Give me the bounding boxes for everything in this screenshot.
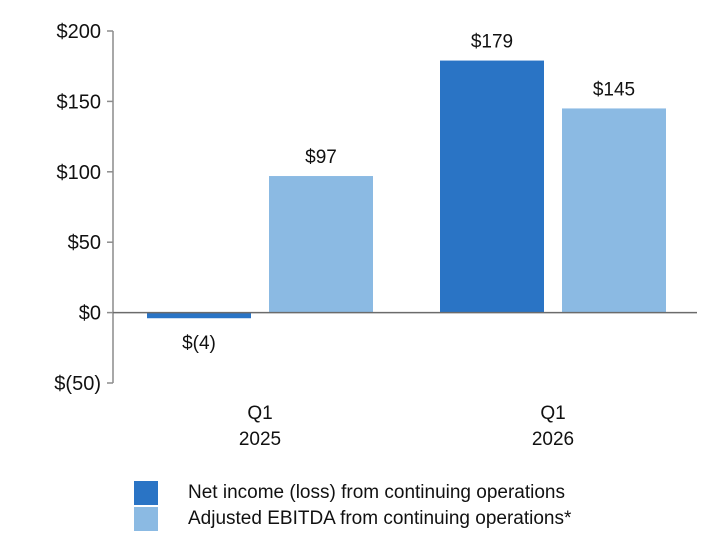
y-tick-label-3: $50	[68, 232, 101, 254]
legend: Net income (loss) from continuing operat…	[134, 480, 571, 532]
bar-net-income-0	[147, 312, 251, 319]
legend-label-adjusted-ebitda: Adjusted EBITDA from continuing operatio…	[188, 508, 572, 529]
bar-chart: $(4) $97 Q1 2025 $179 $145 Q1 2026 $200 $150 $100 $…	[54, 21, 697, 450]
data-label-net-income-1: $179	[471, 32, 513, 53]
legend-label-net-income: Net income (loss) from continuing operat…	[188, 482, 566, 503]
data-label-adjusted-ebitda-1: $145	[593, 79, 635, 100]
y-tick-label-1: $150	[57, 91, 102, 113]
x-tick-label-1-line1: Q1	[540, 403, 565, 424]
y-tick-label-4: $0	[79, 303, 101, 325]
bar-adjusted-ebitda-1	[562, 108, 666, 313]
x-tick-label-1-line2: 2026	[532, 429, 574, 450]
y-tick-label-5: $(50)	[54, 373, 101, 395]
y-tick-label-2: $100	[57, 162, 102, 184]
x-tick-label-0-line2: 2025	[239, 429, 281, 450]
legend-swatch-adjusted-ebitda	[134, 507, 158, 531]
bar-net-income-1	[440, 60, 544, 313]
data-label-adjusted-ebitda-0: $97	[305, 147, 337, 168]
legend-item-adjusted-ebitda: Adjusted EBITDA from continuing operatio…	[134, 506, 571, 532]
legend-item-net-income: Net income (loss) from continuing operat…	[134, 480, 571, 506]
y-tick-label-0: $200	[57, 21, 102, 43]
data-label-net-income-0: $(4)	[182, 333, 216, 354]
legend-swatch-net-income	[134, 481, 158, 505]
x-tick-label-0-line1: Q1	[247, 403, 272, 424]
bar-adjusted-ebitda-0	[269, 176, 373, 313]
